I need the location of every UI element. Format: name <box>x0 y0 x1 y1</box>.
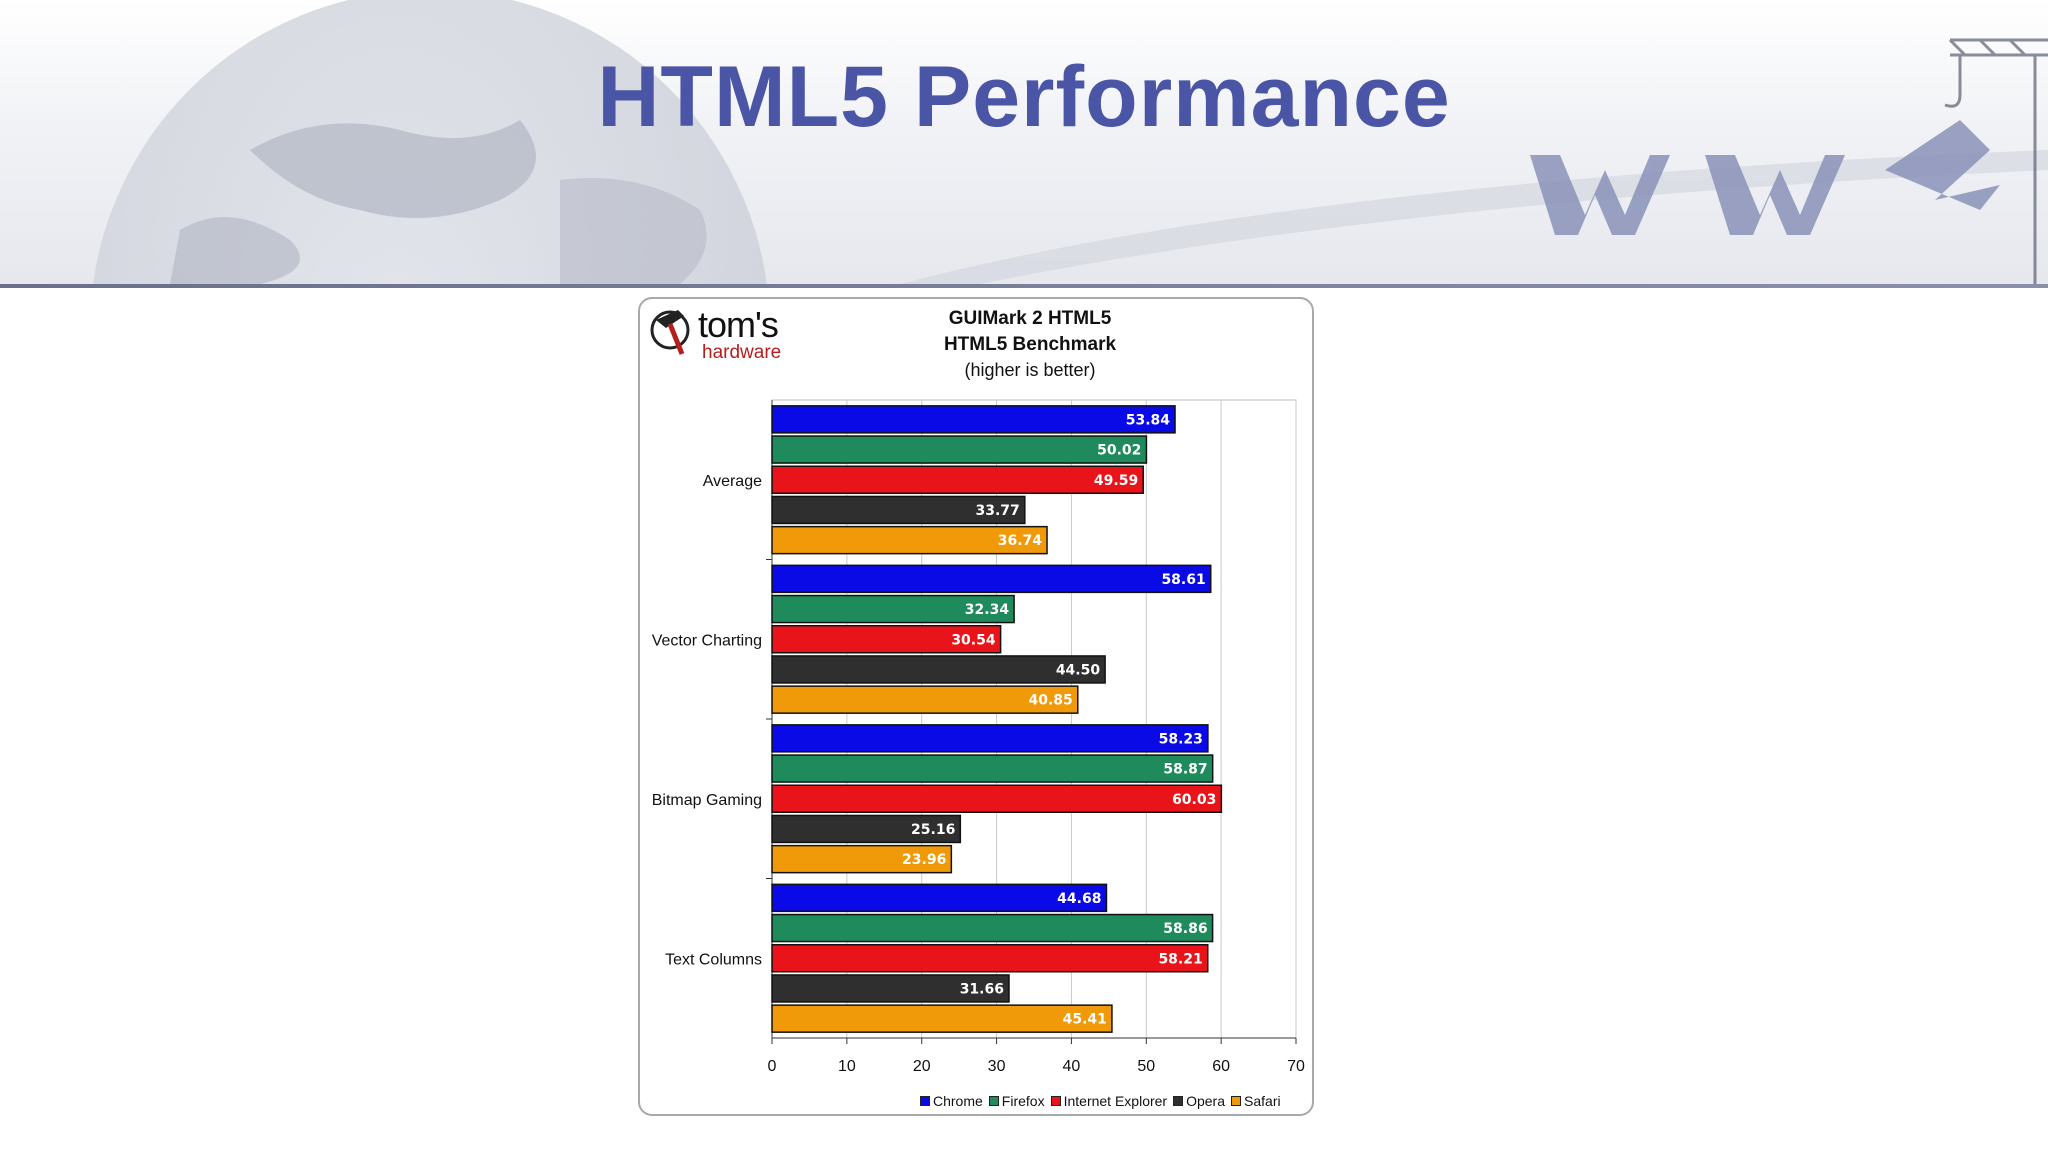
data-label: 60.03 <box>1172 792 1216 808</box>
chart-title: GUIMark 2 HTML5 <box>948 308 1112 329</box>
logo-subtitle: hardware <box>702 342 782 363</box>
category-label: Average <box>703 473 762 490</box>
bar-firefox <box>771 754 1214 783</box>
legend-label: Opera <box>1186 1093 1226 1109</box>
x-tick-label: 70 <box>1287 1058 1305 1075</box>
data-label: 36.74 <box>998 533 1043 549</box>
bar-chrome <box>771 405 1176 434</box>
bar-safari <box>771 1004 1113 1033</box>
data-label: 44.50 <box>1056 662 1101 678</box>
legend-swatch <box>1050 1096 1061 1106</box>
x-tick-label: 50 <box>1137 1058 1155 1075</box>
x-tick-label: 30 <box>988 1058 1006 1075</box>
bar-opera <box>771 495 1026 525</box>
chart-note: (higher is better) <box>964 360 1096 380</box>
data-label: 58.21 <box>1158 951 1202 967</box>
legend-label: Internet Explorer <box>1063 1093 1168 1109</box>
legend-item: Firefox <box>988 1093 1045 1109</box>
hammer-icon <box>650 310 690 355</box>
data-label: 58.23 <box>1159 731 1203 747</box>
bar-opera <box>771 974 1010 1003</box>
bar-opera <box>771 814 962 844</box>
data-label: 49.59 <box>1094 473 1138 489</box>
bar-firefox <box>771 435 1148 464</box>
data-label: 50.02 <box>1097 443 1141 459</box>
legend-swatch <box>920 1096 930 1106</box>
data-label: 45.41 <box>1063 1012 1107 1028</box>
banner-divider <box>0 284 2048 288</box>
data-label: 58.87 <box>1163 762 1207 778</box>
data-label: 30.54 <box>951 632 996 648</box>
x-tick-label: 20 <box>913 1058 931 1075</box>
bar-firefox <box>771 913 1214 943</box>
bar-internet-explorer <box>771 784 1223 813</box>
x-tick-label: 10 <box>838 1058 856 1075</box>
bar-internet-explorer <box>771 625 1002 654</box>
category-label: Bitmap Gaming <box>652 792 762 809</box>
legend-item: Safari <box>1231 1093 1281 1109</box>
legend-label: Safari <box>1244 1093 1281 1109</box>
bar-chrome <box>771 564 1212 594</box>
legend-item: Chrome <box>920 1093 983 1109</box>
globe-watermark <box>93 0 2048 284</box>
logo-wordmark: tom's <box>698 304 779 345</box>
www-watermark <box>1530 38 2048 284</box>
bar-safari <box>771 844 953 874</box>
bar-internet-explorer <box>771 465 1144 494</box>
chart-subtitle: HTML5 Benchmark <box>943 334 1117 355</box>
bar-opera <box>771 655 1106 684</box>
data-label: 32.34 <box>965 602 1010 618</box>
header-banner <box>0 0 2048 284</box>
data-label: 58.61 <box>1161 572 1205 588</box>
x-tick-label: 40 <box>1063 1058 1081 1075</box>
chart-legend: Chrome Firefox Internet Explorer Opera Safar… <box>920 1091 1287 1111</box>
category-label: Vector Charting <box>652 632 762 649</box>
legend-item: Opera <box>1173 1093 1225 1109</box>
x-tick-label: 60 <box>1212 1058 1230 1075</box>
bar-chrome <box>771 724 1209 753</box>
bar-internet-explorer <box>771 944 1209 973</box>
slide-title: HTML5 Performance <box>597 49 1451 145</box>
legend-swatch <box>1173 1096 1184 1106</box>
bar-safari <box>771 685 1079 714</box>
legend-label: Chrome <box>933 1093 983 1109</box>
legend-label: Firefox <box>1001 1093 1045 1109</box>
legend-item: Internet Explorer <box>1050 1093 1168 1109</box>
legend-swatch <box>988 1096 999 1106</box>
data-label: 31.66 <box>960 981 1004 997</box>
data-label: 58.86 <box>1163 921 1207 937</box>
category-label: Text Columns <box>665 951 762 968</box>
data-label: 33.77 <box>975 503 1019 519</box>
x-tick-label: 0 <box>768 1058 777 1075</box>
data-label: 40.85 <box>1028 693 1072 709</box>
bar-chrome <box>771 883 1108 913</box>
data-label: 23.96 <box>902 852 946 868</box>
bar-firefox <box>771 594 1015 624</box>
data-label: 25.16 <box>911 822 955 838</box>
legend-swatch <box>1231 1096 1242 1106</box>
data-label: 53.84 <box>1126 412 1171 428</box>
data-label: 44.68 <box>1057 891 1101 907</box>
toms-hardware-logo: tom's hardware <box>648 302 798 364</box>
bar-safari <box>771 525 1048 555</box>
